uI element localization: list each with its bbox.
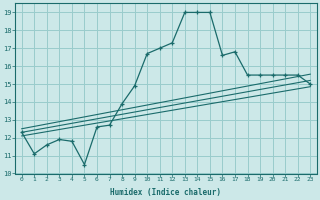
X-axis label: Humidex (Indice chaleur): Humidex (Indice chaleur)	[110, 188, 221, 197]
